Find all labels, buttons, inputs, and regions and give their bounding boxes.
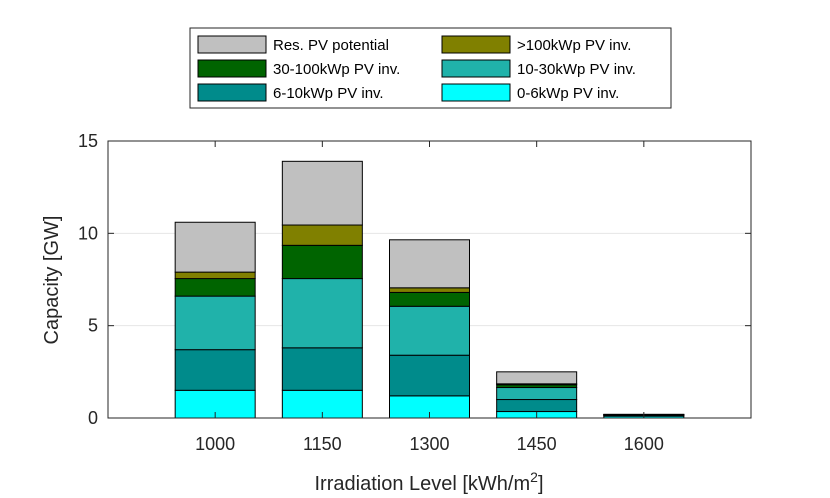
- bar-segment: [174, 349, 256, 391]
- y-ticks: 0 5 10 15: [78, 131, 751, 428]
- x-tick-label: 1150: [303, 434, 342, 454]
- legend-entry-label: 6-10kWp PV inv.: [273, 85, 384, 102]
- bar-segment: [281, 224, 363, 246]
- bar-segment: [496, 399, 578, 413]
- legend-entry-label: >100kWp PV inv.: [517, 37, 631, 54]
- x-axis-label-end: ]: [538, 473, 544, 495]
- bar-segment: [389, 287, 470, 293]
- legend-swatch: [197, 83, 267, 102]
- bar-segment: [389, 291, 470, 307]
- legend-entry-label: 0-6kWp PV inv.: [517, 85, 619, 102]
- legend-entry-label: 30-100kWp PV inv.: [273, 61, 400, 78]
- legend-swatch: [441, 83, 511, 102]
- y-tick-label: 10: [78, 223, 98, 243]
- legend-swatch: [197, 35, 267, 54]
- x-tick-label: 1000: [195, 434, 235, 454]
- x-ticks: 1000 1150 1300 1450 1600: [195, 141, 664, 454]
- legend-swatch: [441, 35, 511, 54]
- legend: Res. PV potential >100kWp PV inv. 30-100kW…: [189, 27, 672, 109]
- bar-segment: [174, 221, 256, 273]
- x-tick-label: 1450: [517, 434, 557, 454]
- x-axis-label-sup: 2: [530, 469, 538, 485]
- bar-segment: [496, 387, 578, 401]
- bar-segment: [496, 371, 578, 385]
- x-tick-label: 1300: [409, 434, 449, 454]
- y-tick-label: 15: [78, 131, 98, 151]
- bar-segment: [389, 354, 470, 397]
- bar-segment: [174, 271, 256, 280]
- bar-segment: [174, 295, 256, 351]
- bar-segment: [281, 347, 363, 391]
- legend-box: [189, 27, 672, 109]
- x-tick-label: 1600: [624, 434, 664, 454]
- bar-segment: [174, 278, 256, 297]
- bar-segment: [281, 244, 363, 280]
- bar-segment: [281, 160, 363, 226]
- x-axis-label-main: Irradiation Level [kWh/m: [315, 473, 531, 495]
- legend-entry-label: Res. PV potential: [273, 37, 389, 54]
- y-tick-label: 5: [88, 316, 98, 336]
- bar-segment: [389, 239, 470, 289]
- bars: [174, 160, 685, 419]
- y-axis-label: Capacity [GW]: [41, 216, 63, 345]
- bar-segment: [389, 305, 470, 356]
- legend-entry-label: 10-30kWp PV inv.: [517, 61, 636, 78]
- legend-swatch: [197, 59, 267, 78]
- y-tick-label: 0: [88, 408, 98, 428]
- legend-swatch: [441, 59, 511, 78]
- bar-segment: [281, 278, 363, 349]
- x-axis-label: Irradiation Level [kWh/m2]: [315, 469, 544, 495]
